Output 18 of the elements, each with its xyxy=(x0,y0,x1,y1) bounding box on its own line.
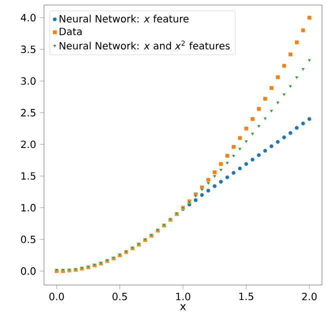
y-tick-label: 0.0 xyxy=(21,267,36,275)
legend-label: Neural Network: x feature xyxy=(60,14,189,22)
y-tick-label: 3.5 xyxy=(21,46,36,54)
y-tick-label: 1.5 xyxy=(21,172,36,180)
y-tick-label: 2.0 xyxy=(21,140,36,148)
x-axis-title: x xyxy=(180,304,186,310)
x-tick-label: 1.5 xyxy=(239,292,254,300)
x-tick-label: 2.0 xyxy=(302,292,317,300)
legend-label: Data xyxy=(60,28,82,36)
x-tick-label: 0.5 xyxy=(112,292,127,300)
y-tick-label: 3.0 xyxy=(21,77,36,85)
y-tick-label: 0.5 xyxy=(21,236,36,244)
x-tick-label: 0.0 xyxy=(49,292,64,300)
x-tick-label: 1.0 xyxy=(176,292,190,300)
y-tick-label: 4.0 xyxy=(20,14,36,22)
legend-label: Neural Network: x and x$^{2}$ features xyxy=(60,40,230,50)
y-tick-label: 2.5 xyxy=(21,108,36,116)
y-tick-label: 1.0 xyxy=(21,204,36,212)
